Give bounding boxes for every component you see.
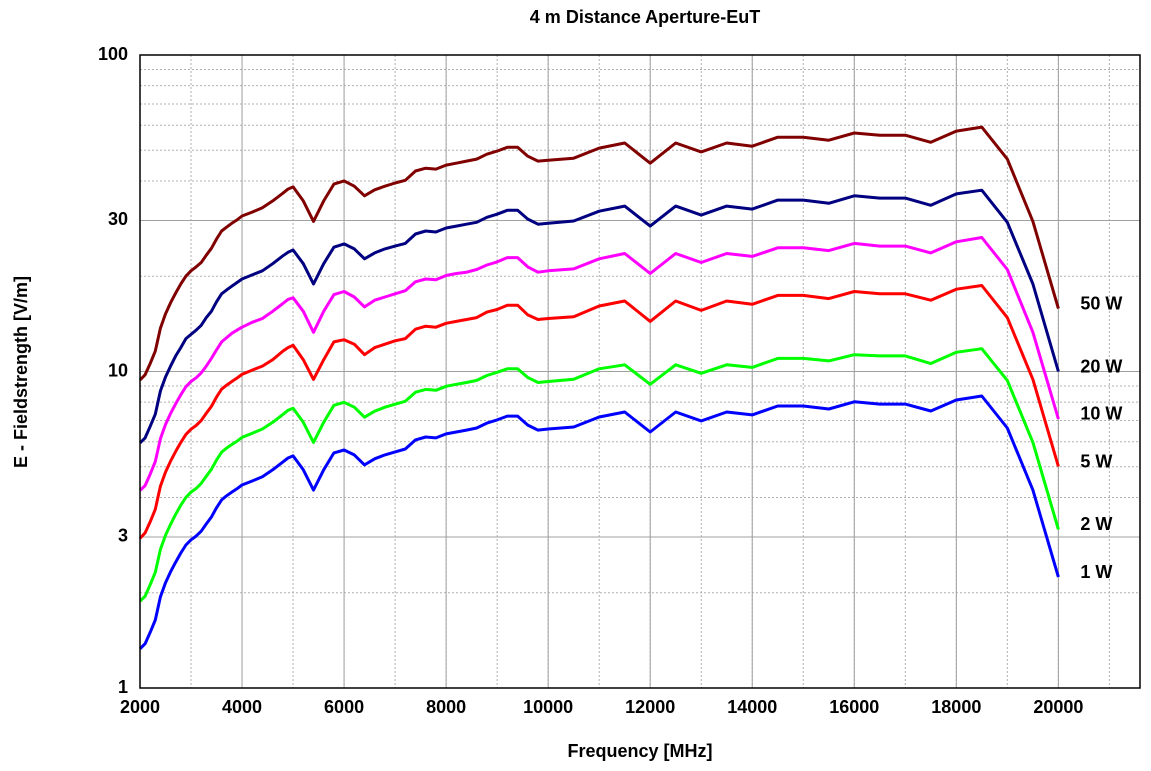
x-tick-label: 14000 [727, 697, 777, 717]
x-tick-label: 18000 [931, 697, 981, 717]
plot-frame [139, 54, 1141, 689]
grid [139, 54, 1140, 689]
plot-lines [138, 125, 1060, 650]
series-label: 5 W [1080, 451, 1112, 471]
y-tick-label: 30 [108, 209, 128, 229]
x-tick-label: 20000 [1033, 697, 1083, 717]
chart-title: 4 m Distance Aperture-EuT [530, 7, 760, 27]
series-line [138, 394, 1060, 650]
series-line [138, 236, 1060, 492]
series-label: 1 W [1080, 562, 1112, 582]
x-tick-label: 8000 [426, 697, 466, 717]
series-line [138, 188, 1060, 444]
x-tick-label: 4000 [222, 697, 262, 717]
y-tick-label: 10 [108, 360, 128, 380]
labels: 1 3 10 30 100 2000 4000 6000 8000 10000 12000 14000… [98, 44, 1122, 717]
x-tick-label: 16000 [829, 697, 879, 717]
x-tick-label: 2000 [120, 697, 160, 717]
series-label: 2 W [1080, 514, 1112, 534]
series-line [138, 347, 1060, 603]
x-tick-label: 6000 [324, 697, 364, 717]
series-label: 10 W [1080, 404, 1122, 424]
x-tick-label: 12000 [625, 697, 675, 717]
x-axis-label: Frequency [MHz] [567, 741, 712, 761]
y-tick-label: 100 [98, 44, 128, 64]
series-line [138, 125, 1060, 382]
series-line [138, 284, 1060, 540]
series-label: 20 W [1080, 356, 1122, 376]
y-tick-label: 3 [118, 526, 128, 546]
y-tick-label: 1 [118, 677, 128, 697]
x-tick-label: 10000 [523, 697, 573, 717]
series-label: 50 W [1080, 293, 1122, 313]
y-axis-label: E - Fieldstrength [V/m] [11, 276, 31, 468]
